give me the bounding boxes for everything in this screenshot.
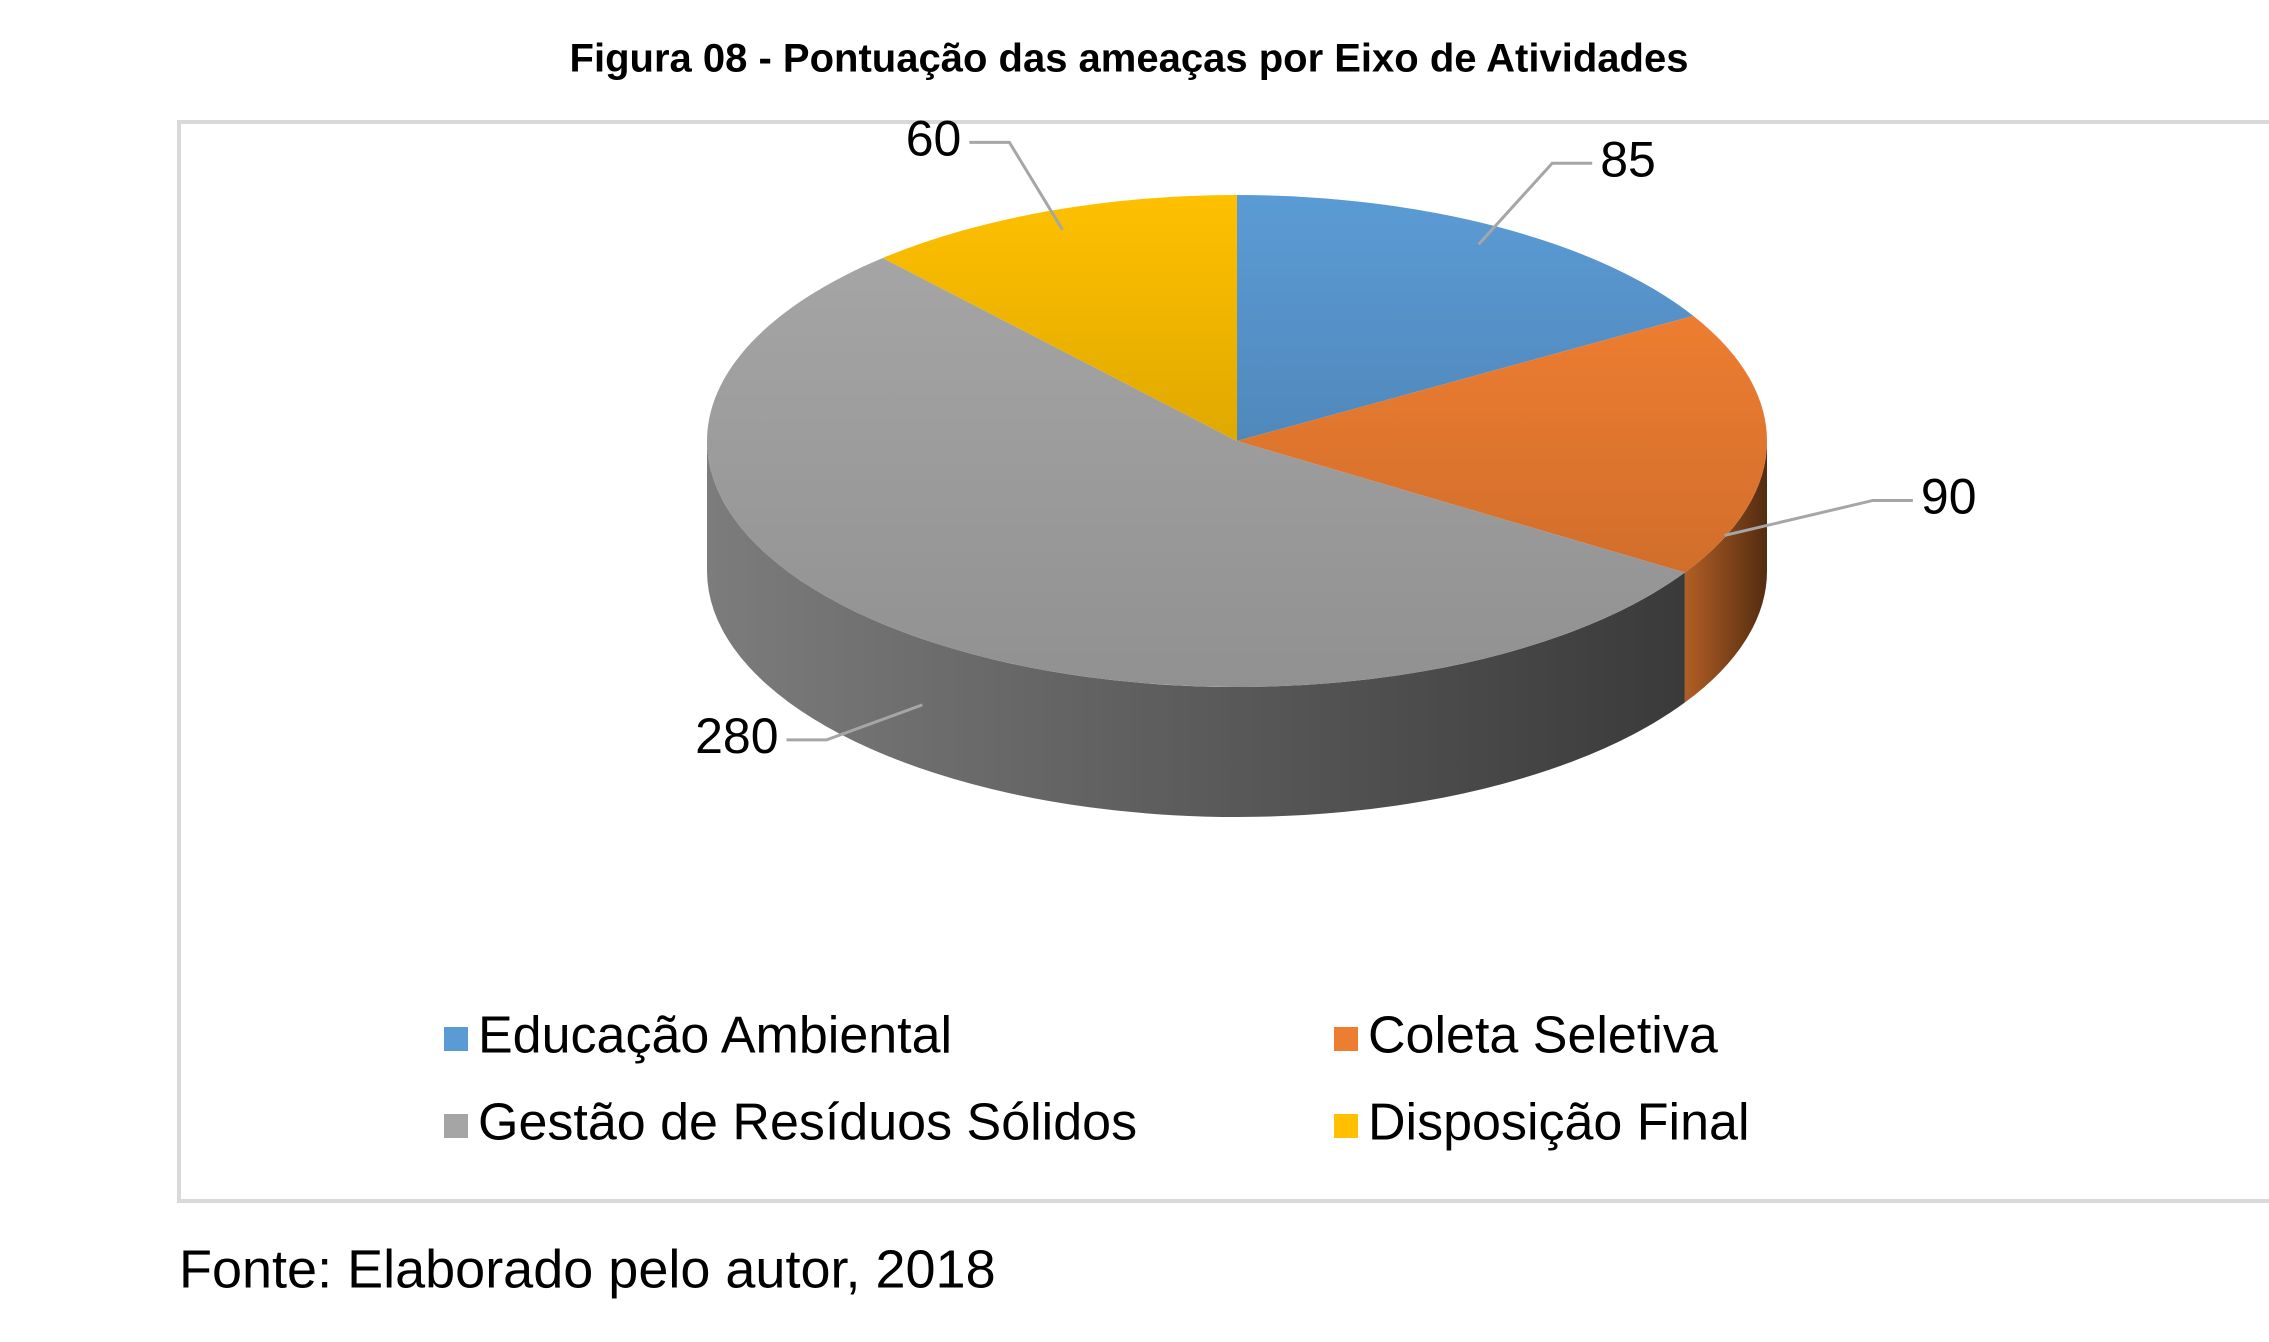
pie-slice [707, 258, 1685, 687]
slice-side [707, 441, 1685, 817]
leader-line [969, 140, 1064, 231]
pie-slice [882, 195, 1237, 441]
leader-line [1724, 498, 1913, 537]
data-label: 85 [1600, 131, 1656, 187]
data-label: 60 [906, 111, 962, 167]
legend-swatch [1334, 1114, 1358, 1138]
leader-line [1477, 161, 1593, 246]
data-label: 280 [695, 708, 778, 764]
legend-swatch [444, 1114, 468, 1138]
leader-line [786, 703, 923, 742]
legend-label: Gestão de Resíduos Sólidos [478, 1094, 1137, 1152]
legend-label: Coleta Seletiva [1368, 1007, 1718, 1065]
pie-slice [1237, 315, 1768, 573]
source-note: Fonte: Elaborado pelo autor, 2018 [179, 1239, 996, 1299]
legend-label: Educação Ambiental [478, 1007, 952, 1065]
slice-side [1684, 441, 1767, 703]
chart-title: Figura 08 - Pontuação das ameaças por Ei… [570, 37, 1689, 81]
legend-label: Disposição Final [1368, 1094, 1750, 1152]
legend-swatch [444, 1027, 468, 1051]
data-label: 90 [1921, 469, 1977, 525]
legend-swatch [1334, 1027, 1358, 1051]
pie-slice [1237, 195, 1694, 441]
